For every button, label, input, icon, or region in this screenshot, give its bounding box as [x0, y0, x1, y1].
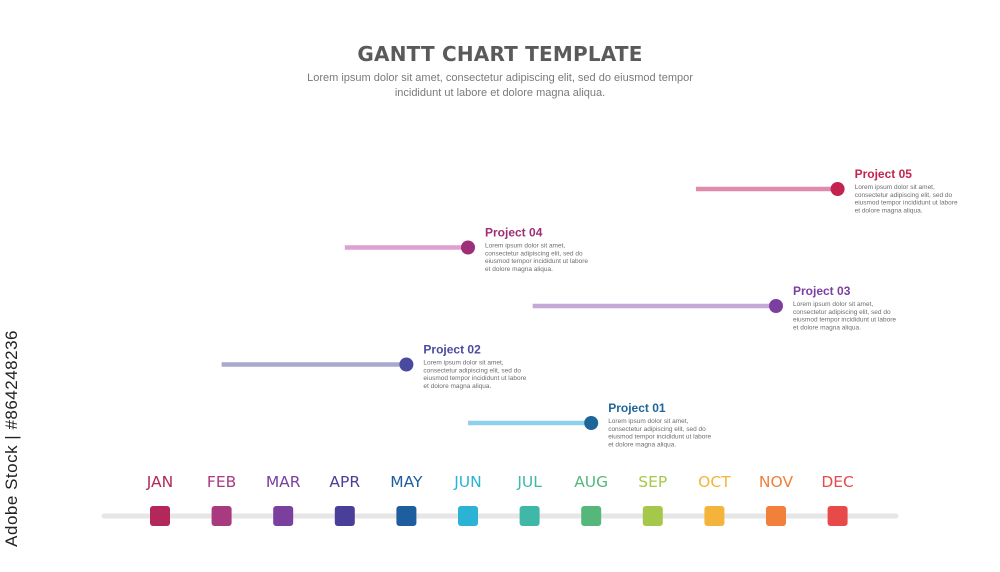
- month-label-apr: APR: [329, 473, 360, 491]
- month-label-sep: SEP: [638, 473, 667, 491]
- task-description-line: Lorem ipsum dolor sit amet,: [855, 184, 935, 191]
- task-3: Project 03 Lorem ipsum dolor sit amet,con…: [532, 284, 896, 331]
- task-title: Project 03: [793, 284, 851, 298]
- task-description-line: consectetur adipiscing elit, sed do: [485, 250, 583, 257]
- month-label-jan: JAN: [146, 473, 174, 491]
- task-end-dot: [584, 416, 599, 430]
- month-marker-may: [396, 506, 417, 526]
- month-label-dec: DEC: [821, 473, 854, 491]
- task-description-line: et dolore magna aliqua.: [855, 207, 923, 214]
- task-description-line: eiusmod tempor incididunt ut labore: [485, 258, 588, 265]
- month-marker-mar: [273, 506, 294, 526]
- task-end-dot: [461, 240, 475, 255]
- chart-subtitle: Lorem ipsum dolor sit amet, consectetur …: [307, 72, 693, 99]
- task-description-line: et dolore magna aliqua.: [485, 266, 553, 273]
- task-description-line: consectetur adipiscing elit, sed do: [793, 309, 891, 316]
- task-description-line: et dolore magna aliqua.: [793, 324, 861, 331]
- task-1: Project 05 Lorem ipsum dolor sit amet,con…: [695, 167, 958, 214]
- task-end-dot: [399, 357, 414, 372]
- task-title: Project 02: [423, 343, 481, 357]
- task-end-dot: [830, 182, 845, 196]
- month-label-oct: OCT: [698, 473, 731, 491]
- task-description-line: et dolore magna aliqua.: [608, 441, 676, 448]
- month-label-may: MAY: [390, 473, 423, 491]
- month-label-jul: JUL: [516, 473, 542, 491]
- task-description-line: Lorem ipsum dolor sit amet,: [423, 360, 503, 367]
- task-description-line: eiusmod tempor incididunt ut labore: [423, 375, 526, 382]
- task-2: Project 04 Lorem ipsum dolor sit amet,con…: [344, 226, 588, 273]
- month-label-jun: JUN: [453, 473, 482, 491]
- task-end-dot: [769, 299, 783, 313]
- month-marker-apr: [334, 506, 355, 526]
- month-marker-nov: [766, 506, 786, 526]
- month-marker-jul: [519, 506, 540, 526]
- task-description-line: eiusmod tempor incididunt ut labore: [855, 200, 958, 207]
- task-description-line: eiusmod tempor incididunt ut labore: [608, 434, 711, 441]
- task-description-line: consectetur adipiscing elit, sed do: [855, 192, 953, 199]
- month-label-feb: FEB: [207, 473, 236, 491]
- month-axis: JAN FEB MAR APR MAY JUN JUL AUG SEP OCT NOV DEC: [146, 473, 854, 526]
- month-label-nov: NOV: [759, 473, 794, 491]
- task-5: Project 01 Lorem ipsum dolor sit amet,con…: [468, 401, 712, 448]
- task-description-line: et dolore magna aliqua.: [423, 383, 491, 390]
- month-label-mar: MAR: [266, 473, 301, 491]
- month-marker-jan: [150, 506, 170, 526]
- task-description-line: Lorem ipsum dolor sit amet,: [485, 243, 565, 250]
- task-description-line: consectetur adipiscing elit, sed do: [608, 426, 706, 433]
- month-marker-jun: [458, 506, 478, 526]
- task-title: Project 04: [485, 226, 543, 240]
- month-marker-oct: [704, 506, 725, 526]
- chart-title: GANTT CHART TEMPLATE: [357, 42, 643, 66]
- task-4: Project 02 Lorem ipsum dolor sit amet,con…: [221, 343, 527, 390]
- month-marker-sep: [642, 506, 663, 526]
- task-title: Project 05: [855, 167, 913, 181]
- task-title: Project 01: [608, 401, 666, 415]
- month-label-aug: AUG: [574, 473, 608, 491]
- month-marker-dec: [827, 506, 848, 526]
- task-description-line: Lorem ipsum dolor sit amet,: [608, 418, 688, 425]
- month-marker-feb: [211, 506, 232, 526]
- task-description-line: Lorem ipsum dolor sit amet,: [793, 301, 873, 308]
- month-marker-aug: [581, 506, 602, 526]
- task-description-line: consectetur adipiscing elit, sed do: [423, 367, 521, 374]
- task-description-line: eiusmod tempor incididunt ut labore: [793, 317, 896, 324]
